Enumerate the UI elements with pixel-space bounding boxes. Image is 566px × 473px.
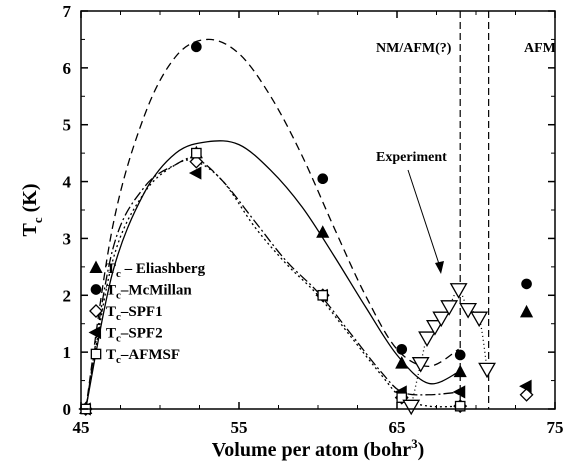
legend-marker-spf1 — [89, 304, 103, 318]
curve-spf1 — [85, 159, 461, 409]
point-experiment — [411, 357, 430, 373]
legend-marker-afmsf — [90, 348, 102, 360]
y-tick-label: 0 — [63, 400, 72, 419]
point-mcmillan — [396, 343, 408, 355]
annotation-experiment: Experiment — [376, 150, 447, 165]
point-experiment — [425, 320, 444, 336]
experiment-arrow — [407, 169, 444, 274]
x-tick-label: 45 — [73, 418, 90, 437]
legend-label-mcmillan: Tc–McMillan — [106, 283, 192, 302]
point-afmsf — [191, 147, 202, 159]
annotation-nm-afm: NM/AFM(?) — [376, 41, 452, 56]
y-tick-label: 3 — [63, 229, 72, 248]
point-afmsf — [396, 392, 408, 403]
legend-marker-spf2 — [88, 325, 102, 340]
point-experiment — [470, 311, 489, 328]
legend: Tc – Eliashberg Tc–McMillan Tc–SPF1 Tc–SPF2… — [88, 260, 206, 366]
point-experiment — [418, 331, 436, 348]
data-markers — [78, 41, 534, 416]
point-mcmillan — [521, 278, 532, 290]
point-spf1 — [189, 154, 204, 169]
point-spf2 — [519, 379, 532, 393]
point-spf2 — [452, 385, 466, 399]
x-tick-label: 55 — [231, 418, 248, 437]
point-experiment — [440, 300, 459, 316]
point-experiment — [459, 302, 478, 319]
legend-label-afmsf: Tc–AFMSF — [106, 347, 180, 366]
legend-label-eliashberg: Tc – Eliashberg — [106, 261, 206, 280]
legend-marker-eliashberg — [89, 260, 103, 274]
y-tick-label: 5 — [63, 116, 72, 135]
y-tick-label: 4 — [63, 173, 72, 192]
point-eliashberg — [395, 356, 409, 369]
y-tick-label: 1 — [63, 343, 72, 362]
point-eliashberg — [453, 364, 467, 378]
point-afmsf — [454, 400, 466, 412]
point-experiment — [402, 399, 421, 416]
point-spf2 — [188, 166, 202, 180]
curve-eliashberg — [85, 140, 459, 409]
point-experiment — [449, 283, 468, 299]
point-experiment — [478, 362, 496, 379]
phase-boundary-lines — [459, 11, 490, 409]
x-tick-label: 65 — [389, 418, 406, 437]
y-tick-label: 7 — [63, 2, 72, 21]
curve-mcmillan — [85, 38, 459, 409]
point-eliashberg — [316, 225, 330, 238]
y-tick-label: 6 — [63, 59, 72, 78]
legend-marker-mcmillan — [90, 284, 102, 295]
x-tick-label: 75 — [547, 418, 564, 437]
point-experiment — [432, 311, 451, 328]
annotation-afm: AFM — [524, 41, 556, 56]
point-mcmillan — [454, 349, 466, 361]
point-mcmillan — [191, 41, 202, 53]
curve-spf2 — [85, 157, 461, 409]
legend-label-spf1: Tc–SPF1 — [106, 304, 163, 323]
x-axis-title: Volume per atom (bohr3) — [212, 436, 425, 461]
y-axis-title: Tc (K) — [19, 183, 45, 236]
y-tick-label: 2 — [63, 286, 72, 305]
legend-label-spf2: Tc–SPF2 — [106, 326, 163, 345]
point-afmsf — [317, 289, 329, 301]
point-mcmillan — [317, 173, 329, 185]
point-eliashberg — [519, 304, 534, 318]
